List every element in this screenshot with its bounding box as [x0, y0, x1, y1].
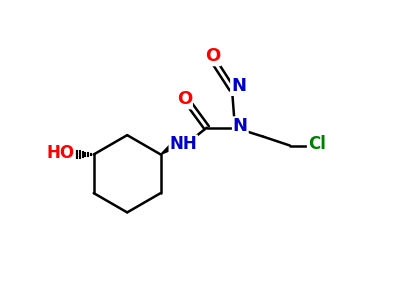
Polygon shape — [161, 139, 180, 154]
Text: N: N — [233, 117, 248, 135]
Text: O: O — [177, 91, 192, 109]
Text: NH: NH — [169, 135, 197, 153]
Text: N: N — [231, 77, 246, 95]
Text: Cl: Cl — [308, 135, 326, 153]
Text: O: O — [205, 47, 220, 65]
Text: HO: HO — [46, 144, 74, 162]
